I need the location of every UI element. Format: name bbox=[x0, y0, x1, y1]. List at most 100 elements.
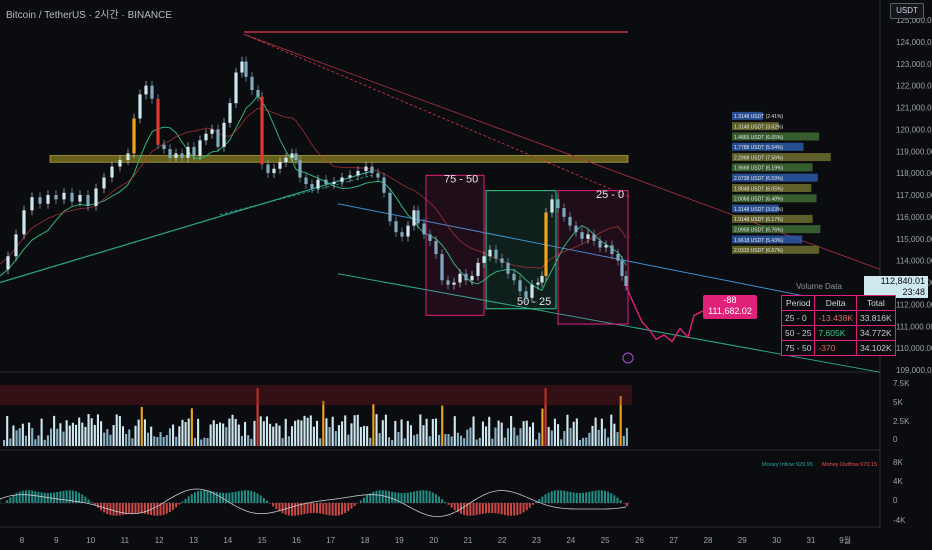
date-tick: 19 bbox=[395, 536, 404, 545]
candle-body bbox=[500, 258, 504, 263]
candle-body bbox=[488, 249, 492, 257]
flow-tick: 4K bbox=[893, 477, 903, 486]
flow-bar bbox=[172, 503, 175, 510]
volume-bar bbox=[591, 425, 594, 446]
volume-bar bbox=[165, 435, 168, 446]
flow-bar bbox=[416, 490, 419, 503]
volume-bar bbox=[237, 424, 240, 446]
volume-bar bbox=[168, 428, 171, 446]
date-tick: 11 bbox=[121, 536, 130, 545]
flow-bar bbox=[444, 501, 447, 503]
flow-bar bbox=[610, 493, 613, 503]
flow-bar bbox=[68, 490, 71, 503]
date-tick: 8 bbox=[20, 536, 25, 545]
flow-bar bbox=[619, 500, 622, 503]
candle-body bbox=[54, 195, 58, 200]
flow-bar bbox=[46, 492, 49, 503]
candle-body bbox=[298, 160, 302, 178]
table-row: 25 - 0 -13.438K 33.816K bbox=[780, 310, 896, 326]
flow-bar bbox=[594, 490, 597, 503]
flow-bar bbox=[237, 491, 240, 503]
candle-body bbox=[340, 177, 344, 182]
volume-bar bbox=[472, 416, 475, 446]
date-tick: 18 bbox=[361, 536, 370, 545]
support-zone bbox=[49, 155, 629, 163]
flow-bar bbox=[369, 493, 372, 503]
flow-bar bbox=[74, 491, 77, 503]
flow-bar bbox=[607, 491, 610, 503]
volume-bar bbox=[240, 435, 243, 446]
volume-profile-bar bbox=[732, 194, 817, 203]
volume-profile-label: 1.7788 USDT (5.54%) bbox=[734, 145, 783, 151]
date-tick: 26 bbox=[635, 536, 644, 545]
flow-bar bbox=[337, 503, 340, 516]
volume-bar bbox=[553, 418, 556, 446]
volume-bar bbox=[578, 439, 582, 446]
volume-bar bbox=[525, 420, 528, 446]
volume-bar bbox=[84, 426, 87, 446]
volume-bar bbox=[603, 428, 607, 446]
volume-bar bbox=[284, 418, 287, 446]
volume-bar bbox=[278, 425, 281, 446]
volume-bar bbox=[438, 434, 441, 446]
volume-bar bbox=[184, 422, 187, 446]
candle-body bbox=[422, 223, 426, 235]
flow-bar bbox=[466, 503, 469, 516]
candle-body bbox=[250, 76, 254, 90]
candle-body bbox=[118, 160, 122, 167]
volume-bar bbox=[597, 429, 600, 446]
flow-bar bbox=[541, 496, 544, 503]
volume-bar bbox=[244, 421, 247, 446]
col-period: Period bbox=[780, 295, 816, 311]
candle-body bbox=[406, 225, 410, 237]
volume-bar bbox=[381, 420, 384, 446]
volume-bar bbox=[24, 435, 28, 446]
volume-bar bbox=[306, 417, 309, 446]
last-price: 112,840.01 bbox=[880, 276, 925, 286]
flow-bar bbox=[287, 503, 290, 516]
flow-bar bbox=[269, 503, 272, 504]
countdown: 23:48 bbox=[902, 287, 925, 297]
flow-bar bbox=[256, 493, 259, 503]
volume-bar bbox=[62, 431, 65, 446]
flow-bar bbox=[535, 501, 538, 503]
volume-profile-bar bbox=[732, 245, 820, 254]
cell-total: 33.816K bbox=[855, 310, 896, 326]
volume-bar bbox=[190, 408, 193, 446]
candle-body bbox=[382, 177, 386, 193]
candle-body bbox=[556, 199, 560, 209]
date-tick: 30 bbox=[772, 536, 781, 545]
volume-bar bbox=[334, 431, 337, 446]
volume-bar bbox=[585, 437, 588, 446]
volume-bar bbox=[181, 419, 184, 446]
candle-body bbox=[458, 273, 462, 283]
candle-body bbox=[356, 170, 360, 176]
volume-data-table: Volume Data Period Delta Total 25 - 0 -1… bbox=[780, 282, 896, 356]
volume-bar bbox=[59, 423, 62, 446]
volume-bar bbox=[322, 400, 325, 446]
volume-bar bbox=[337, 425, 341, 446]
flow-bar bbox=[547, 492, 550, 503]
flow-bar bbox=[394, 492, 397, 503]
candle-body bbox=[470, 275, 474, 281]
flow-bar bbox=[21, 490, 24, 503]
flow-bar bbox=[96, 503, 99, 508]
flow-bar bbox=[528, 503, 531, 508]
flow-bar bbox=[146, 503, 149, 515]
volume-bar bbox=[228, 418, 231, 446]
volume-tick: 2.5K bbox=[893, 417, 910, 426]
candle-body bbox=[192, 146, 196, 156]
flow-bar bbox=[510, 503, 513, 516]
marker-value: -88 bbox=[723, 295, 737, 305]
volume-tick: 5K bbox=[893, 398, 903, 407]
candle-body bbox=[144, 85, 148, 95]
volume-bar bbox=[218, 422, 222, 446]
flow-bar bbox=[322, 503, 325, 515]
currency-button[interactable]: USDT bbox=[890, 3, 924, 19]
volume-bar bbox=[384, 414, 387, 446]
date-tick: 13 bbox=[189, 536, 198, 545]
flow-bar bbox=[366, 495, 369, 503]
flow-bar bbox=[65, 490, 68, 503]
volume-bar bbox=[331, 416, 334, 446]
candle-body bbox=[266, 164, 270, 174]
